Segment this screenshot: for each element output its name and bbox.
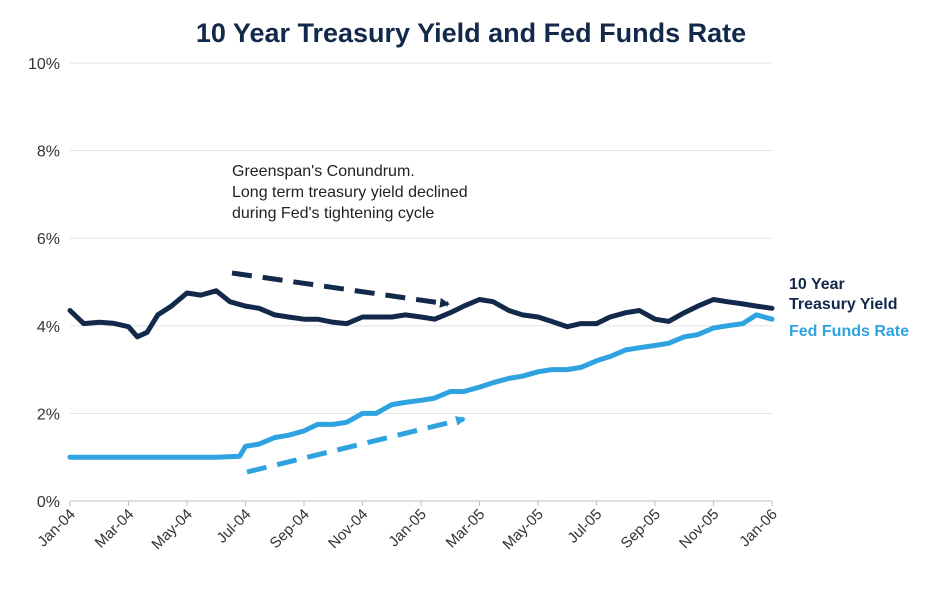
x-tick-label: Mar-04 — [92, 506, 138, 552]
x-tick-label: Jan-05 — [385, 506, 429, 550]
x-axis-ticks: Jan-04 Mar-04 May-04 Jul-04 Sep-04 Nov-04 Jan-… — [34, 501, 781, 553]
legend: 10 Year Treasury Yield Fed Funds Rate — [789, 276, 909, 340]
x-tick-label: Jan-06 — [736, 506, 780, 550]
gridlines — [70, 62, 772, 414]
series-line-treasury-yield — [67, 288, 775, 340]
legend-treasury-line-1: 10 Year — [789, 276, 845, 293]
x-tick-label: Sep-04 — [267, 506, 313, 552]
x-tick-label: Jul-04 — [213, 506, 254, 547]
x-tick-label: Mar-05 — [443, 506, 489, 552]
y-tick-label: 10% — [28, 56, 60, 73]
series-line-fed-funds-rate — [67, 312, 775, 460]
treasury-trend-arrow — [231, 270, 450, 308]
x-tick-label: May-04 — [148, 506, 195, 553]
y-tick-label: 4% — [37, 319, 60, 336]
annotation: Greenspan's Conundrum. Long term treasur… — [232, 163, 468, 222]
x-tick-label: Jul-05 — [564, 506, 605, 547]
x-tick-label: Jan-04 — [34, 506, 78, 550]
y-tick-label: 8% — [37, 144, 60, 161]
x-tick-label: Nov-05 — [676, 506, 722, 552]
fed-trend-arrow — [246, 416, 466, 475]
x-tick-label: Sep-05 — [618, 506, 664, 552]
x-tick-label: Nov-04 — [325, 506, 371, 552]
series-layer — [67, 288, 775, 460]
y-tick-label: 6% — [37, 231, 60, 248]
annotation-line-1: Greenspan's Conundrum. — [232, 163, 415, 180]
y-axis-ticks: 0% 2% 4% 6% 8% 10% — [28, 56, 60, 511]
y-tick-label: 2% — [37, 406, 60, 423]
chart-title: 10 Year Treasury Yield and Fed Funds Rat… — [196, 18, 746, 48]
annotation-line-3: during Fed's tightening cycle — [232, 205, 434, 222]
annotation-line-2: Long term treasury yield declined — [232, 184, 468, 201]
y-tick-label: 0% — [37, 494, 60, 511]
legend-treasury-line-2: Treasury Yield — [789, 296, 898, 313]
x-tick-label: May-05 — [499, 506, 546, 553]
legend-fed-funds: Fed Funds Rate — [789, 323, 909, 340]
